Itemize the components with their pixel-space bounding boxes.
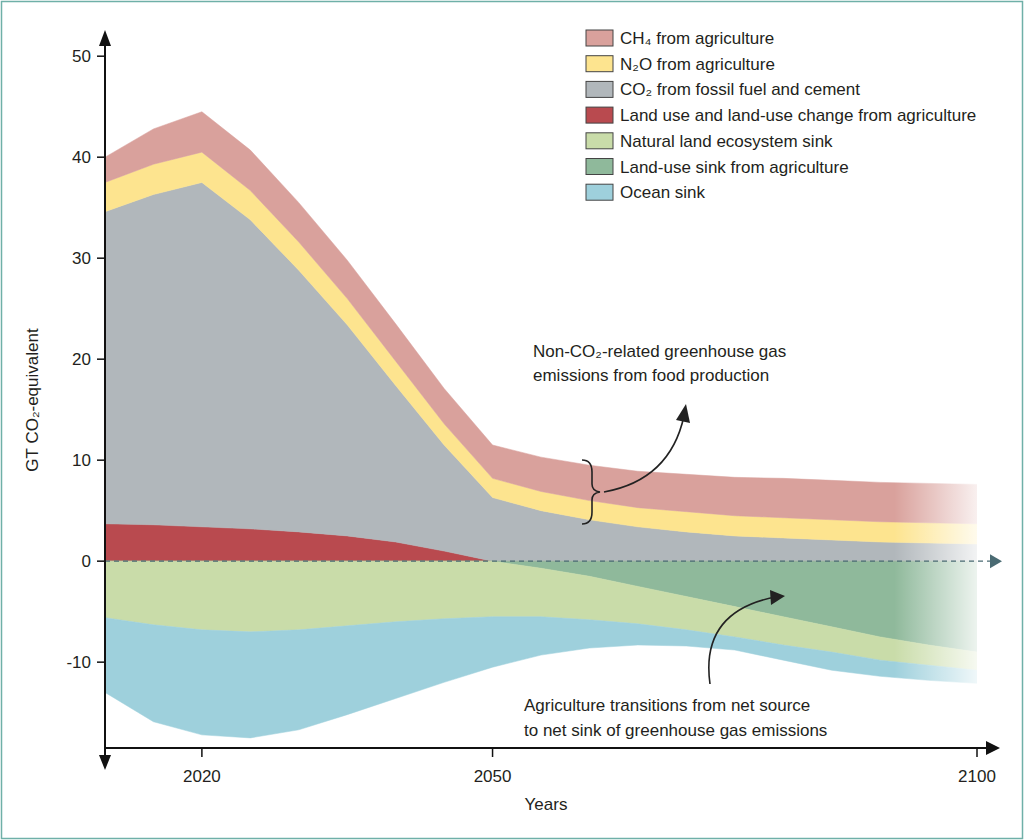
- arrow-head: [986, 741, 1000, 755]
- x-tick-label: 2100: [958, 767, 996, 786]
- legend-swatch: [586, 133, 613, 149]
- arrow-head: [770, 590, 785, 605]
- y-tick: [97, 661, 105, 663]
- y-axis-label: GT CO₂-equivalent: [23, 328, 42, 472]
- y-tick-label: 30: [72, 249, 91, 268]
- legend-swatch: [586, 184, 613, 200]
- legend-label: N₂O from agriculture: [620, 55, 775, 74]
- area: [105, 617, 977, 738]
- y-tick-label: 40: [72, 148, 91, 167]
- x-tick-label: 2050: [474, 767, 512, 786]
- x-axis: [105, 747, 992, 749]
- arrow-head: [99, 30, 111, 46]
- arrow-head: [676, 404, 690, 423]
- annotation: Non-CO₂-related greenhouse gas: [533, 342, 786, 361]
- legend-swatch: [586, 159, 613, 175]
- annotation: Agriculture transitions from net source: [524, 696, 810, 715]
- legend-swatch: [586, 81, 613, 97]
- y-tick: [97, 459, 105, 461]
- x-tick: [492, 748, 494, 757]
- legend-swatch: [586, 56, 613, 72]
- legend-label: CO₂ from fossil fuel and cement: [620, 80, 860, 99]
- x-tick: [976, 748, 978, 757]
- y-tick-label: 10: [72, 451, 91, 470]
- legend-label: CH₄ from agriculture: [620, 29, 774, 48]
- chart: -10 0 10 20 30 40 50 2020 2050 2100 Years GT CO₂-eq…: [0, 0, 1024, 840]
- x-tick: [201, 748, 203, 757]
- x-tick-label: 2020: [183, 767, 221, 786]
- brace: [582, 460, 600, 524]
- zero-line: [105, 561, 992, 562]
- y-tick: [97, 55, 105, 57]
- annotation: to net sink of greenhouse gas emissions: [524, 721, 827, 740]
- areas: [105, 36, 977, 748]
- y-axis: [104, 36, 106, 748]
- legend-label: Natural land ecosystem sink: [620, 132, 833, 151]
- arrow-head: [990, 554, 1002, 568]
- x-axis-label: Years: [525, 795, 568, 814]
- y-tick-label: -10: [66, 653, 91, 672]
- arrow: [604, 416, 684, 492]
- frame: [2, 2, 1023, 839]
- y-tick-label: 0: [82, 552, 91, 571]
- legend-swatch: [586, 107, 613, 123]
- y-tick: [97, 560, 105, 562]
- y-tick: [97, 358, 105, 360]
- annotation: emissions from food production: [533, 366, 769, 385]
- arrow-head: [99, 755, 111, 770]
- y-tick-label: 20: [72, 350, 91, 369]
- legend-label: Land use and land-use change from agricu…: [620, 106, 976, 125]
- legend-swatch: [586, 30, 613, 46]
- fade: [894, 36, 977, 748]
- legend-label: Ocean sink: [620, 183, 706, 202]
- arrow: [709, 597, 775, 684]
- y-tick: [97, 257, 105, 259]
- y-tick: [97, 156, 105, 158]
- y-tick-label: 50: [72, 47, 91, 66]
- legend-label: Land-use sink from agriculture: [620, 158, 849, 177]
- area: [105, 112, 977, 524]
